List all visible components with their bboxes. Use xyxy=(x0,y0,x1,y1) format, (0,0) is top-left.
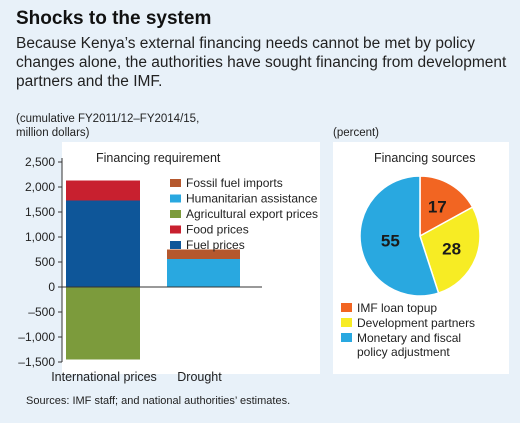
right-note: (percent) xyxy=(333,127,380,139)
y-tick-label: –1,000 xyxy=(18,330,55,344)
legend-swatch xyxy=(170,210,181,218)
bar-segment xyxy=(167,259,240,287)
y-tick-label: 500 xyxy=(35,255,55,269)
left-note-line1: (cumulative FY2011/12–FY2014/15, xyxy=(16,113,200,125)
legend-swatch xyxy=(170,194,181,203)
bar-segment xyxy=(66,180,140,201)
legend-swatch xyxy=(341,303,352,312)
x-category-label: Drought xyxy=(177,370,222,384)
pie-slice xyxy=(359,175,440,297)
legend-label: Food prices xyxy=(186,223,249,237)
legend-label: Monetary and fiscal xyxy=(357,331,461,345)
legend-label: Development partners xyxy=(357,316,475,330)
legend-label: Humanitarian assistance xyxy=(186,192,318,206)
y-tick-label: 1,000 xyxy=(25,230,55,244)
y-tick-label: –500 xyxy=(28,305,55,319)
legend-label: Fossil fuel imports xyxy=(186,176,283,190)
chart-title: Shocks to the system xyxy=(16,8,212,29)
legend-label: policy adjustment xyxy=(357,345,450,359)
chart-subtitle: Because Kenya’s external financing needs… xyxy=(16,35,507,90)
x-category-label: International prices xyxy=(51,370,157,384)
legend-swatch xyxy=(341,318,352,327)
bar-segment xyxy=(66,287,140,360)
source-note: Sources: IMF staff; and national authori… xyxy=(26,395,291,407)
legend-swatch xyxy=(341,333,352,342)
legend-label: IMF loan topup xyxy=(357,301,437,315)
legend-label: Fuel prices xyxy=(186,238,245,252)
y-tick-label: 0 xyxy=(48,280,55,294)
bar-segment xyxy=(66,200,140,287)
pie-value-label: 28 xyxy=(442,240,461,259)
bar-segment xyxy=(167,249,240,259)
left-note-line2: million dollars) xyxy=(16,127,90,139)
pie-slice xyxy=(419,175,474,238)
pie-value-label: 55 xyxy=(381,232,400,251)
pie-slice xyxy=(419,206,481,295)
pie-chart-title: Financing sources xyxy=(374,151,476,165)
y-tick-label: –1,500 xyxy=(18,355,55,369)
legend-swatch xyxy=(170,179,181,187)
y-tick-label: 1,500 xyxy=(25,205,55,219)
pie-value-label: 17 xyxy=(428,198,447,217)
bar-chart-title: Financing requirement xyxy=(96,151,221,165)
y-tick-label: 2,500 xyxy=(25,155,55,169)
legend-swatch xyxy=(170,241,181,249)
legend-swatch xyxy=(170,225,181,234)
y-tick-label: 2,000 xyxy=(25,180,55,194)
legend-label: Agricultural export prices xyxy=(186,207,318,221)
